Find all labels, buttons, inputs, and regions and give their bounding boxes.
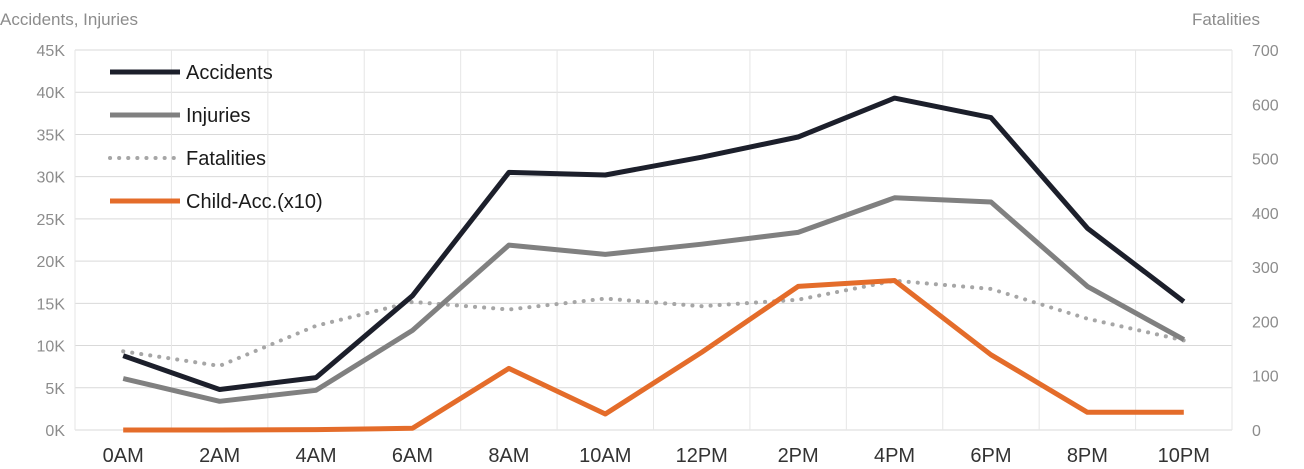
x-tick-label: 8AM: [488, 445, 529, 467]
right-tick-label: 500: [1252, 152, 1279, 169]
series-line-accidents: [122, 95, 1186, 392]
right-tick-label: 300: [1252, 260, 1279, 277]
right-tick-label: 200: [1252, 314, 1279, 331]
x-tick-label: 6AM: [392, 445, 433, 467]
left-tick-label: 15K: [37, 296, 66, 313]
legend-label-fatalities: Fatalities: [186, 148, 266, 170]
left-tick-label: 35K: [37, 127, 66, 144]
legend: Accidents Injuries Fatalities Child-Acc.(x1…: [108, 62, 323, 213]
series-line-fatalities: [121, 278, 1186, 368]
x-tick-label: 4PM: [874, 445, 915, 467]
legend-label-injuries: Injuries: [186, 105, 250, 127]
left-axis-ticks: 0K 5K 10K 15K 20K 25K 30K 35K 40K 45K: [37, 43, 66, 440]
left-tick-label: 10K: [37, 339, 66, 356]
left-tick-label: 25K: [37, 212, 66, 229]
right-tick-label: 100: [1252, 369, 1279, 386]
right-tick-label: 600: [1252, 97, 1279, 114]
x-tick-label: 4AM: [295, 445, 336, 467]
left-tick-label: 45K: [37, 43, 66, 60]
right-tick-label: 0: [1252, 423, 1261, 440]
x-tick-label: 2AM: [199, 445, 240, 467]
left-tick-label: 20K: [37, 254, 66, 271]
right-tick-label: 700: [1252, 43, 1279, 60]
right-tick-label: 400: [1252, 206, 1279, 223]
x-tick-label: 0AM: [103, 445, 144, 467]
x-tick-label: 6PM: [970, 445, 1011, 467]
x-tick-label: 10AM: [579, 445, 631, 467]
x-tick-label: 8PM: [1067, 445, 1108, 467]
x-tick-label: 2PM: [778, 445, 819, 467]
right-axis-ticks: 0 100 200 300 400 500 600 700: [1252, 43, 1279, 440]
x-tick-label: 12PM: [676, 445, 728, 467]
left-tick-label: 30K: [37, 170, 66, 187]
left-tick-label: 5K: [45, 381, 65, 398]
legend-label-accidents: Accidents: [186, 62, 273, 84]
left-tick-label: 40K: [37, 85, 66, 102]
left-tick-label: 0K: [45, 423, 65, 440]
left-axis-title: Accidents, Injuries: [0, 10, 138, 29]
x-tick-label: 10PM: [1158, 445, 1210, 467]
right-axis-title: Fatalities: [1192, 10, 1260, 29]
series-line-child-acc-x10: [123, 278, 1184, 433]
x-axis-ticks: 0AM 2AM 4AM 6AM 8AM 10AM 12PM 2PM 4PM 6PM 8PM 10PM: [103, 445, 1210, 467]
series-group: [121, 95, 1186, 433]
legend-label-child-acc-x10: Child-Acc.(x10): [186, 191, 323, 213]
series-line-injuries: [122, 195, 1186, 404]
